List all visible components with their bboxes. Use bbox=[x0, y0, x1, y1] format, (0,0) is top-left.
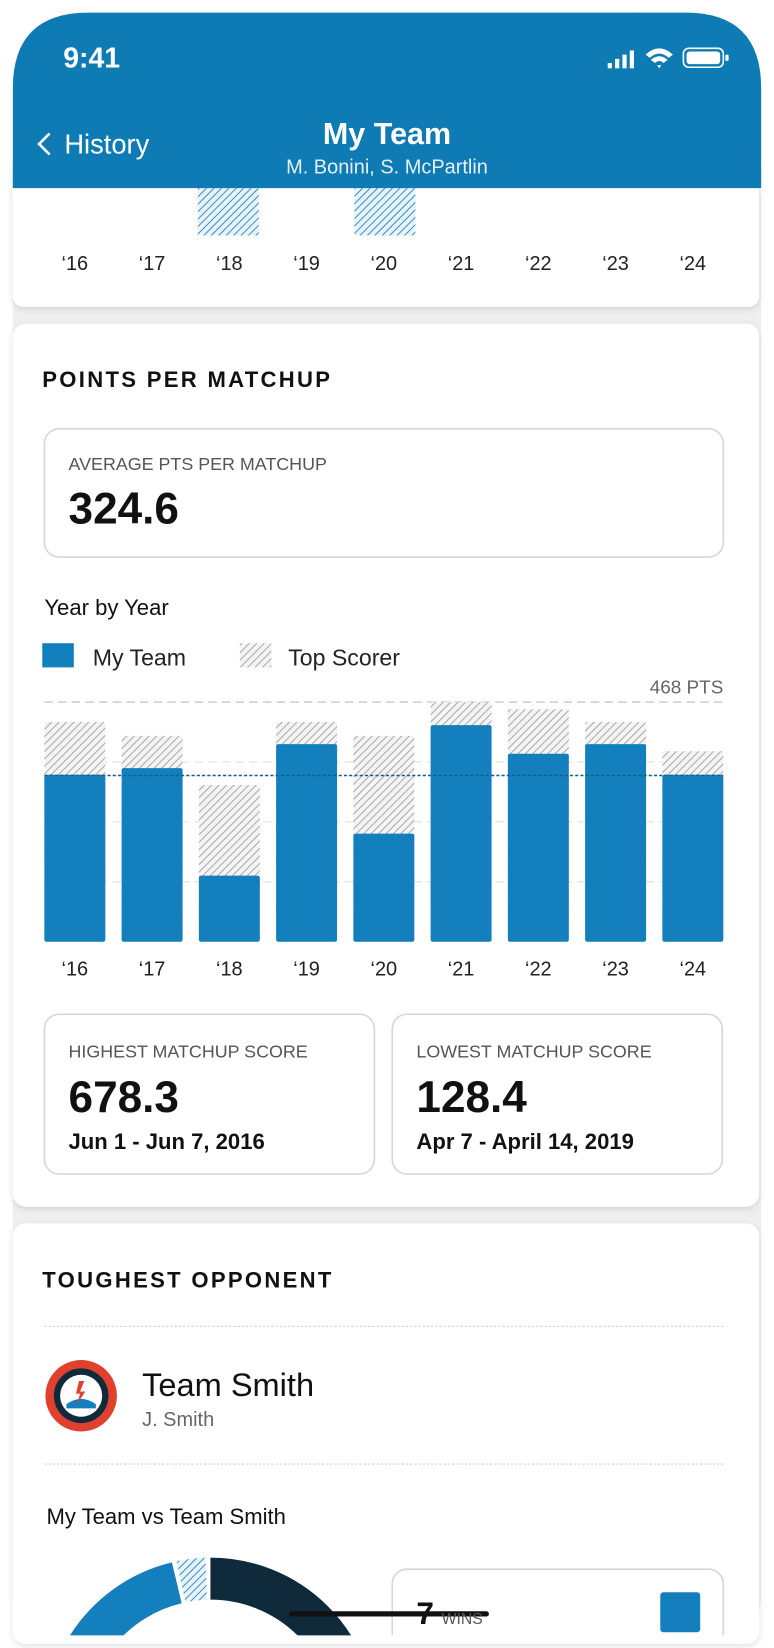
stat-value: 678.3 bbox=[69, 1073, 179, 1122]
stat-label: HIGHEST MATCHUP SCORE bbox=[69, 1041, 308, 1061]
home-indicator bbox=[289, 1611, 489, 1617]
team-logo bbox=[45, 1360, 117, 1432]
x-tick-label: ‘21 bbox=[448, 958, 475, 980]
header bbox=[12, 12, 762, 189]
x-tick-label: ‘19 bbox=[293, 253, 320, 275]
status-time: 9:41 bbox=[63, 42, 120, 74]
chart-subtitle: Year by Year bbox=[44, 595, 168, 620]
stat-label: LOWEST MATCHUP SCORE bbox=[416, 1041, 651, 1061]
bar bbox=[430, 725, 492, 942]
x-tick-label: ‘21 bbox=[448, 253, 475, 275]
legend-swatch bbox=[42, 643, 74, 668]
section-heading: POINTS PER MATCHUP bbox=[42, 367, 332, 392]
x-tick-label: ‘23 bbox=[602, 958, 629, 980]
x-tick-label: ‘16 bbox=[62, 253, 89, 275]
y-tick-label: 468 PTS bbox=[650, 678, 724, 699]
legend-swatch bbox=[239, 643, 272, 668]
wins-label: WINS bbox=[442, 1611, 483, 1628]
bar bbox=[276, 744, 338, 942]
team-owner: J. Smith bbox=[142, 1409, 214, 1431]
stat-box bbox=[391, 1013, 724, 1175]
x-tick-label: ‘17 bbox=[139, 253, 166, 275]
x-tick-label: ‘20 bbox=[371, 253, 398, 275]
bar bbox=[121, 768, 183, 942]
legend-label: My Team bbox=[93, 644, 186, 670]
legend-label: Top Scorer bbox=[288, 644, 400, 670]
x-tick-label: ‘24 bbox=[680, 958, 707, 980]
partial-bar bbox=[197, 188, 259, 236]
back-button[interactable]: History bbox=[64, 128, 149, 159]
x-tick-label: ‘18 bbox=[216, 253, 243, 275]
x-tick-label: ‘16 bbox=[62, 958, 89, 980]
bar bbox=[585, 744, 647, 942]
section-heading: TOUGHEST OPPONENT bbox=[42, 1268, 333, 1293]
versus-label: My Team vs Team Smith bbox=[46, 1504, 286, 1529]
team-name[interactable]: Team Smith bbox=[142, 1367, 314, 1403]
nav-title: My Team bbox=[323, 117, 451, 151]
stat-label: AVERAGE PTS PER MATCHUP bbox=[69, 454, 327, 474]
x-tick-label: ‘20 bbox=[371, 958, 398, 980]
x-tick-label: ‘17 bbox=[139, 958, 166, 980]
x-tick-label: ‘24 bbox=[680, 253, 707, 275]
stat-box bbox=[43, 428, 725, 558]
bar bbox=[507, 753, 569, 942]
stat-dates: Apr 7 - April 14, 2019 bbox=[416, 1129, 633, 1154]
card bbox=[12, 1223, 760, 1644]
x-tick-label: ‘22 bbox=[525, 958, 552, 980]
back-chevron[interactable] bbox=[37, 132, 51, 156]
bar bbox=[44, 774, 106, 942]
stat-dates: Jun 1 - Jun 7, 2016 bbox=[69, 1129, 265, 1154]
nav-subtitle: M. Bonini, S. McPartlin bbox=[286, 156, 488, 178]
partial-bar bbox=[354, 188, 416, 236]
x-tick-label: ‘22 bbox=[525, 253, 552, 275]
stat-box bbox=[43, 1013, 376, 1175]
donut bbox=[70, 1557, 725, 1636]
x-tick-label: ‘23 bbox=[602, 253, 629, 275]
stat-value: 128.4 bbox=[416, 1073, 527, 1122]
status-icons bbox=[607, 47, 729, 69]
bar bbox=[353, 833, 415, 942]
bar bbox=[662, 774, 724, 942]
x-tick-label: ‘19 bbox=[293, 958, 320, 980]
bar bbox=[198, 875, 260, 942]
stat-value: 324.6 bbox=[69, 484, 179, 533]
x-tick-label: ‘18 bbox=[216, 958, 243, 980]
wins-value: 7 bbox=[416, 1595, 434, 1631]
